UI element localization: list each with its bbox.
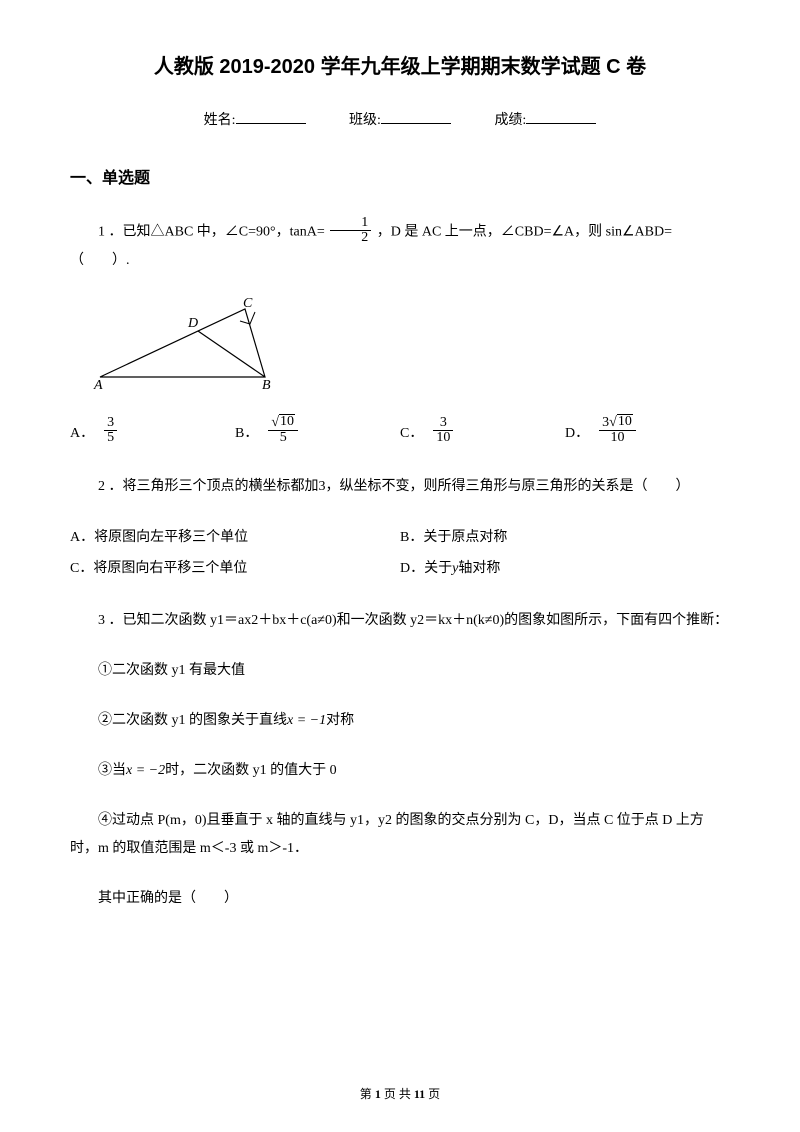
q1-prefix: 1 ．已知△ABC 中，∠C=90°，tanA= — [98, 225, 325, 240]
q1-frac-den: 2 — [330, 231, 371, 245]
triangle-abc — [100, 309, 265, 377]
q3-s2-pre: ②二次函数 y1 的图象关于直线 — [98, 713, 287, 728]
q2-option-a: A．将原图向左平移三个单位 — [70, 523, 400, 554]
q1-fraction: 1 2 — [330, 216, 371, 245]
q1-c-den: 10 — [433, 431, 453, 445]
q2-option-d: D．关于y轴对称 — [400, 554, 730, 585]
q2-options: A．将原图向左平移三个单位 B．关于原点对称 C．将原图向右平移三个单位 D．关… — [70, 523, 730, 585]
q3-s3-eq: x = −2 — [126, 763, 165, 778]
q1-b-num: 10 — [268, 415, 298, 431]
q1-option-b: B． 10 5 — [235, 417, 400, 447]
q1-figure: A B C D — [90, 297, 730, 397]
q2-value: 3 — [319, 479, 326, 494]
label-d: D — [187, 316, 198, 331]
q1-d-label: D． — [565, 422, 589, 442]
q1-b-den: 5 — [268, 431, 298, 445]
q3-s2-post: 对称 — [326, 713, 354, 728]
q1-option-d: D． 310 10 — [565, 417, 730, 447]
q1-b-frac: 10 5 — [268, 415, 298, 445]
question-1: 1 ．已知△ABC 中，∠C=90°，tanA= 1 2 ，D 是 AC 上一点… — [70, 218, 730, 275]
q1-d-den: 10 — [599, 431, 636, 445]
question-3: 3 ．已知二次函数 y1＝ax2＋bx＋c(a≠0)和一次函数 y2＝kx＋n(… — [70, 607, 730, 635]
name-blank — [236, 123, 306, 124]
q1-d-num: 310 — [599, 415, 636, 431]
q3-statement-1: ①二次函数 y1 有最大值 — [70, 657, 730, 685]
q3-ask: 其中正确的是（ ） — [70, 885, 730, 913]
q1-c-label: C． — [400, 422, 423, 442]
student-info: 姓名: 班级: 成绩: — [70, 109, 730, 129]
footer-pre: 第 — [360, 1087, 375, 1101]
q2-option-c: C．将原图向右平移三个单位 — [70, 554, 400, 585]
q1-a-frac: 3 5 — [104, 416, 117, 445]
section-heading: 一、单选题 — [70, 164, 730, 188]
name-label: 姓名: — [204, 113, 236, 128]
page-footer: 第 1 页 共 11 页 — [0, 1085, 800, 1102]
q1-c-frac: 3 10 — [433, 416, 453, 445]
q1-a-den: 5 — [104, 431, 117, 445]
score-blank — [526, 123, 596, 124]
q1-c-num: 3 — [433, 416, 453, 431]
q1-d-frac: 310 10 — [599, 415, 636, 445]
question-2: 2 ．将三角形三个顶点的横坐标都加3，纵坐标不变，则所得三角形与原三角形的关系是… — [70, 473, 730, 501]
q2-prefix: 2 ．将三角形三个顶点的横坐标都加 — [98, 479, 319, 494]
q1-a-num: 3 — [104, 416, 117, 431]
q3-s3-pre: ③当 — [98, 763, 126, 778]
triangle-svg: A B C D — [90, 297, 280, 392]
q3-statement-3: ③当x = −2时，二次函数 y1 的值大于 0 — [70, 757, 730, 785]
q1-option-a: A． 3 5 — [70, 418, 235, 447]
q3-statement-2: ②二次函数 y1 的图象关于直线x = −1对称 — [70, 707, 730, 735]
footer-post: 页 — [425, 1087, 440, 1101]
footer-total: 11 — [414, 1087, 425, 1101]
segment-db — [198, 331, 265, 377]
class-label: 班级: — [349, 113, 381, 128]
q3-s2-eq: x = −1 — [287, 713, 326, 728]
q2-d-pre: D．关于 — [400, 561, 452, 576]
q1-option-c: C． 3 10 — [400, 418, 565, 447]
q2-d-post: 轴对称 — [458, 561, 500, 576]
q1-b-label: B． — [235, 422, 258, 442]
class-blank — [381, 123, 451, 124]
q3-statement-4: ④过动点 P(m，0)且垂直于 x 轴的直线与 y1，y2 的图象的交点分别为 … — [70, 807, 730, 863]
q1-a-label: A． — [70, 422, 94, 442]
score-label: 成绩: — [494, 113, 526, 128]
label-b: B — [262, 378, 271, 392]
q2-option-b: B．关于原点对称 — [400, 523, 730, 554]
q2-suffix: ，纵坐标不变，则所得三角形与原三角形的关系是（ ） — [326, 479, 690, 494]
q1-frac-num: 1 — [330, 216, 371, 231]
q1-options: A． 3 5 B． 10 5 C． 3 10 D． 310 10 — [70, 417, 730, 447]
footer-mid: 页 共 — [381, 1087, 414, 1101]
label-c: C — [243, 297, 253, 311]
label-a: A — [93, 378, 103, 392]
q3-s3-post: 时，二次函数 y1 的值大于 0 — [165, 763, 337, 778]
page-title: 人教版 2019-2020 学年九年级上学期期末数学试题 C 卷 — [70, 50, 730, 79]
